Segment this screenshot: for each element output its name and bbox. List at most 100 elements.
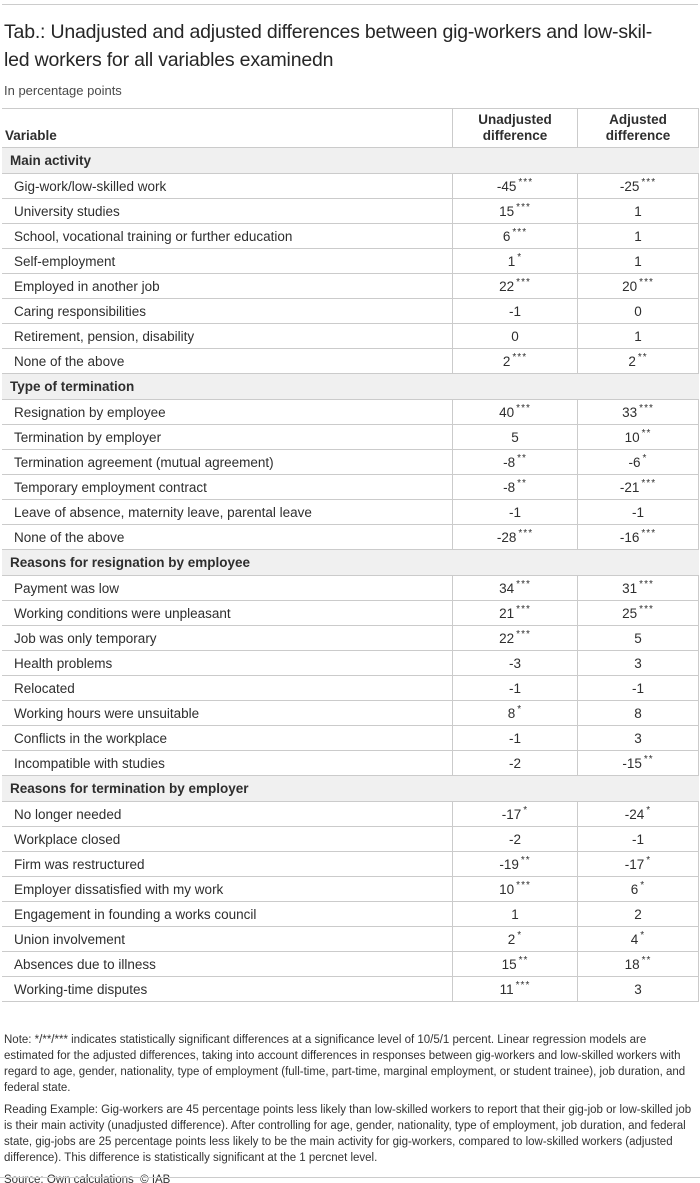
row-label: Leave of absence, maternity leave, paren… (14, 504, 312, 520)
table-row: Employed in another job 22 *** 20 *** (2, 274, 699, 299)
significance-stars: *** (516, 879, 531, 891)
adjusted-value-cell: -1 (577, 500, 699, 524)
row-label: No longer needed (14, 806, 122, 822)
adjusted-value-cell: 1 (577, 224, 699, 248)
adjusted-value-cell: 10 ** (577, 425, 699, 449)
table-row: None of the above 2 *** 2 ** (2, 349, 699, 374)
unadjusted-value: 15 (501, 956, 517, 972)
row-label: Working hours were unsuitable (14, 705, 200, 721)
row-label: Gig-work/low-skilled work (14, 178, 167, 194)
unadjusted-value: 22 (499, 278, 515, 294)
unadjusted-value-cell: 6 *** (452, 224, 577, 248)
significance-stars: *** (512, 226, 528, 238)
table-row: Working hours were unsuitable 8 * 8 (2, 701, 699, 726)
unadjusted-value: 40 (499, 404, 515, 420)
column-header-adjusted: Adjusted difference (577, 109, 699, 147)
adjusted-value-cell: 18 ** (577, 952, 699, 976)
row-label: School, vocational training or further e… (14, 228, 293, 244)
adjusted-value: 31 (622, 580, 638, 596)
significance-stars: * (523, 804, 529, 816)
significance-stars: *** (516, 276, 531, 288)
significance-note: Note: */**/*** indicates statistically s… (4, 1034, 686, 1094)
table-row: Relocated -1 -1 (2, 676, 699, 701)
table-row: Temporary employment contract -8 ** -21 *** (2, 475, 699, 500)
unadjusted-value: 15 (499, 203, 515, 219)
significance-stars: *** (516, 201, 531, 213)
row-label: Relocated (14, 680, 75, 696)
section-header-row: Reasons for termination by employer (2, 776, 699, 802)
unadjusted-value: 2 (502, 353, 511, 369)
adjusted-value: 1 (634, 203, 642, 219)
table-row: No longer needed -17 * -24 * (2, 802, 699, 827)
unadjusted-value: 10 (499, 881, 515, 897)
significance-stars: ** (643, 753, 654, 765)
unadjusted-value: -2 (508, 831, 521, 847)
adjusted-value-cell: -16 *** (577, 525, 699, 549)
unadjusted-value-cell: -17 * (452, 802, 577, 826)
section-header-row: Type of termination (2, 374, 699, 400)
adjusted-value: 5 (634, 630, 642, 646)
significance-stars: *** (639, 276, 654, 288)
adjusted-value-cell: -1 (577, 827, 699, 851)
adjusted-value-cell: 20 *** (577, 274, 699, 298)
unadjusted-value: 11 (499, 981, 514, 997)
table-row: Health problems -3 3 (2, 651, 699, 676)
adjusted-value: 10 (624, 429, 640, 445)
row-label: Health problems (14, 655, 113, 671)
table-row: Leave of absence, maternity leave, paren… (2, 500, 699, 525)
adjusted-value-cell: 4 * (577, 927, 699, 951)
adjusted-value: 4 (630, 931, 639, 947)
table-row: Working conditions were unpleasant 21 *** 2… (2, 601, 699, 626)
unadjusted-value: 2 (507, 931, 516, 947)
unadjusted-value-cell: 8 * (452, 701, 577, 725)
table-row: School, vocational training or further e… (2, 224, 699, 249)
unadjusted-value: -1 (508, 504, 521, 520)
adjusted-value-cell: 25 *** (577, 601, 699, 625)
source-line: Source: Own calculations © IAB (4, 1174, 171, 1183)
table-row: Payment was low 34 *** 31 *** (2, 576, 699, 601)
adjusted-value: 1 (634, 253, 642, 269)
adjusted-value-cell: -15 ** (577, 751, 699, 775)
adjusted-value: 20 (622, 278, 638, 294)
row-label: Termination agreement (mutual agreement) (14, 454, 274, 470)
unadjusted-value-cell: 11 *** (452, 977, 577, 1001)
adjusted-value: -6 (628, 454, 641, 470)
significance-stars: *** (512, 351, 528, 363)
significance-stars: *** (516, 603, 531, 615)
significance-stars: * (517, 703, 523, 715)
adjusted-value: 2 (628, 353, 636, 369)
adjusted-value-cell: -24 * (577, 802, 699, 826)
table-row: Working-time disputes 11 *** 3 (2, 977, 699, 1002)
unadjusted-value: -17 (501, 806, 522, 822)
unadjusted-value: -28 (496, 529, 517, 545)
title-line-1: Tab.: Unadjusted and adjusted difference… (4, 21, 653, 43)
row-label: Retirement, pension, disability (14, 328, 195, 344)
row-label: Employer dissatisfied with my work (14, 881, 224, 897)
adjusted-value: -17 (624, 856, 645, 872)
section-header-row: Main activity (2, 148, 699, 174)
significance-stars: *** (639, 578, 654, 590)
unadjusted-value-cell: 15 *** (452, 199, 577, 223)
row-label: None of the above (14, 353, 125, 369)
footnotes: Note: */**/*** indicates statistically s… (4, 1032, 698, 1183)
unadjusted-value-cell: 1 (452, 902, 577, 926)
row-label: Engagement in founding a works council (14, 906, 257, 922)
column-header-unadjusted: Unadjusted difference (452, 109, 577, 147)
table-row: Termination agreement (mutual agreement)… (2, 450, 699, 475)
adjusted-value: -1 (631, 680, 644, 696)
adjusted-value-cell: 3 (577, 651, 699, 675)
significance-stars: * (517, 251, 523, 263)
unadjusted-value-cell: 40 *** (452, 400, 577, 424)
unadjusted-value: 1 (507, 253, 516, 269)
table-row: Job was only temporary 22 *** 5 (2, 626, 699, 651)
adjusted-value: -16 (619, 529, 640, 545)
significance-stars: * (640, 879, 646, 891)
row-label: Termination by employer (14, 429, 162, 445)
unadjusted-value: -19 (499, 856, 519, 872)
row-label: Working-time disputes (14, 981, 148, 997)
table-row: Conflicts in the workplace -1 3 (2, 726, 699, 751)
adjusted-value-cell: -25 *** (577, 174, 699, 198)
unadjusted-value: -45 (496, 178, 517, 194)
unadjusted-value-cell: -8 ** (452, 450, 577, 474)
significance-stars: *** (641, 176, 657, 188)
